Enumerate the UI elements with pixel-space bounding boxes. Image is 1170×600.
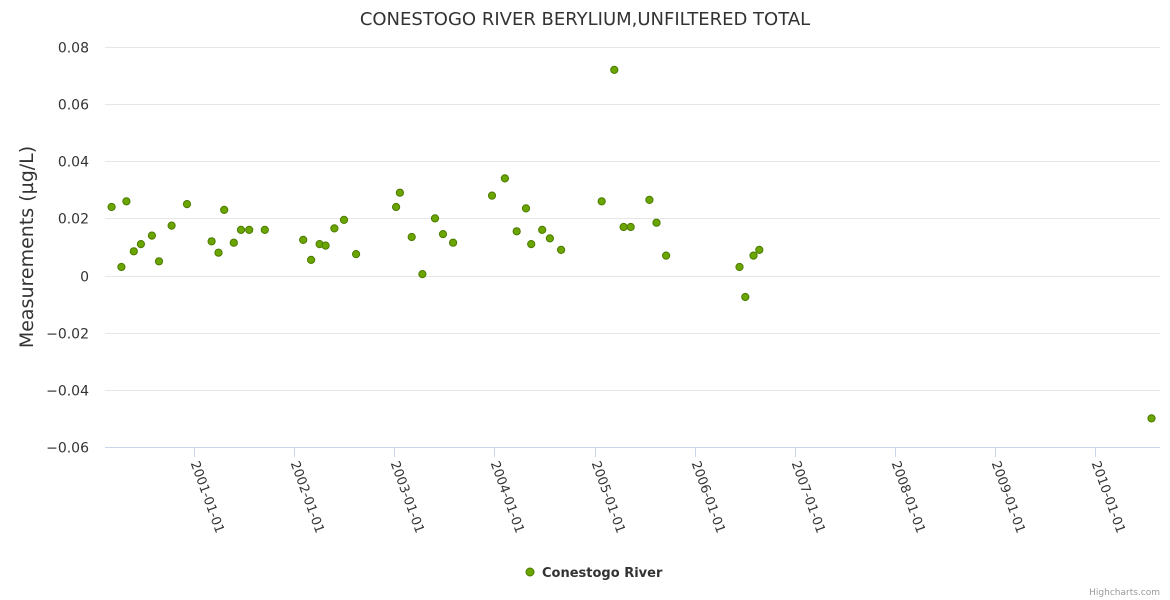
x-tick-label: 2003-01-01 bbox=[387, 459, 427, 535]
data-point[interactable] bbox=[538, 225, 547, 234]
data-point[interactable] bbox=[487, 191, 497, 200]
x-tick-label: 2002-01-01 bbox=[287, 459, 327, 535]
y-axis: −0.06 −0.04 −0.02 0 0.02 0.04 0.06 0.08 bbox=[46, 41, 89, 457]
data-point[interactable] bbox=[299, 235, 308, 244]
data-point[interactable] bbox=[352, 250, 361, 259]
y-tick-label: 0.06 bbox=[58, 98, 89, 114]
data-point[interactable] bbox=[330, 224, 339, 233]
data-point[interactable] bbox=[449, 238, 458, 247]
x-tick-label: 2005-01-01 bbox=[588, 459, 628, 535]
data-point[interactable] bbox=[167, 221, 176, 230]
data-point[interactable] bbox=[182, 200, 192, 209]
data-point[interactable] bbox=[214, 248, 223, 257]
data-point[interactable] bbox=[652, 218, 661, 227]
data-point[interactable] bbox=[321, 241, 330, 250]
data-point[interactable] bbox=[626, 222, 635, 232]
data-point[interactable] bbox=[154, 257, 164, 266]
data-point[interactable] bbox=[662, 251, 671, 260]
grid-lines bbox=[105, 47, 1160, 448]
data-point[interactable] bbox=[1147, 414, 1156, 423]
legend[interactable]: Conestogo River bbox=[525, 566, 663, 581]
x-tick-label: 2010-01-01 bbox=[1088, 459, 1128, 535]
data-point[interactable] bbox=[545, 234, 555, 243]
scatter-series bbox=[107, 65, 1156, 423]
x-tick-label: 2009-01-01 bbox=[988, 459, 1028, 535]
data-point[interactable] bbox=[418, 270, 427, 279]
y-tick-label: 0.02 bbox=[58, 212, 89, 228]
data-point[interactable] bbox=[245, 225, 254, 234]
data-point[interactable] bbox=[117, 262, 126, 272]
data-point[interactable] bbox=[619, 222, 628, 232]
data-point[interactable] bbox=[527, 240, 536, 249]
data-point[interactable] bbox=[597, 197, 606, 206]
y-tick-label: −0.02 bbox=[46, 327, 89, 343]
data-point[interactable] bbox=[557, 245, 566, 254]
x-tick-label: 2004-01-01 bbox=[487, 459, 527, 535]
x-tick-label: 2007-01-01 bbox=[788, 459, 828, 535]
data-point[interactable] bbox=[741, 292, 750, 302]
y-axis-label: Measurements (µg/L) bbox=[16, 146, 38, 348]
data-point[interactable] bbox=[220, 205, 229, 214]
data-point[interactable] bbox=[229, 238, 238, 247]
data-point[interactable] bbox=[236, 225, 246, 234]
data-point[interactable] bbox=[122, 197, 131, 206]
credits-link[interactable]: Highcharts.com bbox=[1089, 588, 1160, 598]
y-tick-label: 0.04 bbox=[58, 155, 89, 171]
data-point[interactable] bbox=[207, 237, 216, 246]
x-tick-label: 2008-01-01 bbox=[888, 459, 928, 535]
data-point[interactable] bbox=[735, 262, 744, 272]
data-point[interactable] bbox=[260, 225, 269, 234]
data-point[interactable] bbox=[430, 214, 440, 223]
x-axis: 2001-01-01 2002-01-01 2003-01-01 2004-01-01… bbox=[105, 447, 1160, 535]
data-point[interactable] bbox=[407, 232, 416, 242]
legend-marker[interactable] bbox=[525, 567, 535, 577]
data-point[interactable] bbox=[147, 231, 156, 240]
data-point[interactable] bbox=[107, 202, 116, 212]
data-point[interactable] bbox=[645, 195, 654, 204]
data-point[interactable] bbox=[339, 215, 349, 224]
data-point[interactable] bbox=[392, 202, 401, 212]
chart-title: CONESTOGO RIVER BERYLIUM,UNFILTERED TOTA… bbox=[360, 9, 810, 30]
data-point[interactable] bbox=[129, 247, 138, 256]
legend-label[interactable]: Conestogo River bbox=[542, 566, 663, 581]
data-point[interactable] bbox=[395, 188, 404, 197]
data-point[interactable] bbox=[610, 65, 619, 75]
y-tick-label: −0.04 bbox=[46, 384, 89, 400]
data-point[interactable] bbox=[755, 245, 764, 254]
data-point[interactable] bbox=[136, 240, 145, 249]
x-tick-label: 2001-01-01 bbox=[187, 459, 227, 535]
data-point[interactable] bbox=[438, 230, 448, 239]
data-point[interactable] bbox=[749, 251, 758, 260]
data-point[interactable] bbox=[307, 255, 316, 264]
data-point[interactable] bbox=[521, 204, 531, 213]
y-tick-label: 0.08 bbox=[58, 41, 89, 57]
data-point[interactable] bbox=[500, 174, 509, 183]
x-tick-label: 2006-01-01 bbox=[688, 459, 728, 535]
y-tick-label: −0.06 bbox=[46, 441, 89, 457]
y-tick-label: 0 bbox=[80, 270, 89, 286]
data-point[interactable] bbox=[512, 227, 521, 236]
